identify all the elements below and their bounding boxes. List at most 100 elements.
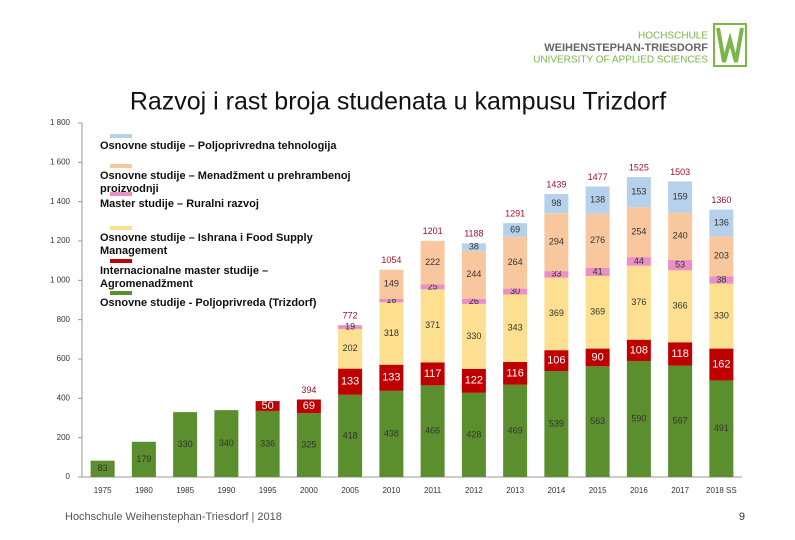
- bar-segment: [585, 213, 610, 268]
- bar-segment: [461, 298, 486, 304]
- data-label: 330: [466, 331, 481, 341]
- data-label: 69: [510, 224, 520, 234]
- data-label: 30: [510, 286, 520, 296]
- bar-segment: [296, 399, 321, 414]
- legend-swatch: [110, 226, 132, 230]
- bar-segment: [420, 362, 445, 386]
- data-label: 202: [343, 343, 358, 353]
- bar-segment: [626, 265, 651, 340]
- legend-entry: Internacionalne master studije – Agromen…: [100, 259, 360, 291]
- data-label: 25: [428, 281, 438, 291]
- logo-text: UNIVERSITY OF APPLIED SCIENCES: [533, 55, 708, 66]
- bar-segment: [296, 413, 321, 477]
- data-label: 336: [260, 438, 275, 448]
- data-label: 19: [345, 321, 355, 331]
- data-label: 90: [592, 351, 604, 363]
- data-label: 376: [631, 297, 646, 307]
- data-label: 428: [466, 429, 481, 439]
- x-tick-label: 1990: [217, 486, 235, 495]
- legend-label: Osnovne studije - Poljoprivreda (Trizdor…: [100, 297, 317, 309]
- y-tick-label: 1 200: [50, 236, 71, 245]
- bar-segment: [544, 193, 569, 214]
- data-label: 539: [549, 418, 564, 428]
- x-tick-label: 1985: [176, 486, 194, 495]
- data-label: 366: [673, 301, 688, 311]
- data-label: 153: [631, 187, 646, 197]
- data-label: 106: [547, 354, 565, 366]
- x-tick-label: 2018 SS: [706, 486, 737, 495]
- data-label: 133: [382, 372, 400, 384]
- total-label: 1188: [464, 229, 483, 239]
- legend-label: Osnovne studije – Menadžment u prehrambe…: [100, 170, 351, 195]
- bar-segment: [626, 339, 651, 361]
- y-tick-label: 1 800: [50, 118, 71, 127]
- data-label: 330: [714, 311, 729, 321]
- data-label: 466: [425, 426, 440, 436]
- data-label: 41: [593, 266, 603, 276]
- bar-segment: [585, 348, 610, 367]
- legend-label: Internacionalne master studije – Agromen…: [100, 265, 269, 290]
- bar-segment: [709, 283, 734, 349]
- data-label: 98: [551, 198, 561, 208]
- bar-segment: [503, 294, 528, 362]
- legend-entry: Master studije – Ruralni razvoj: [100, 192, 360, 211]
- bar-segment: [379, 364, 404, 391]
- total-label: 1477: [588, 172, 608, 182]
- data-label: 563: [590, 416, 605, 426]
- bar-segment: [626, 207, 651, 258]
- bar-segment: [668, 270, 693, 343]
- data-label: 53: [675, 259, 685, 269]
- legend-swatch: [110, 192, 132, 196]
- data-label: 203: [714, 251, 729, 261]
- data-label: 240: [673, 231, 688, 241]
- bar-segment: [255, 410, 280, 477]
- y-tick-label: 1 600: [50, 157, 71, 166]
- bar-segment: [709, 236, 734, 277]
- bar-segment: [338, 328, 363, 369]
- bar-segment: [461, 303, 486, 369]
- data-label: 438: [384, 428, 399, 438]
- data-label: 371: [425, 320, 440, 330]
- legend-swatch: [110, 134, 132, 138]
- bar-segment: [503, 361, 528, 385]
- x-tick-label: 2017: [671, 486, 689, 495]
- bar-segment: [709, 348, 734, 381]
- total-label: 394: [301, 385, 316, 395]
- data-label: 590: [631, 413, 646, 423]
- bar-segment: [503, 288, 528, 295]
- x-tick-label: 1980: [135, 486, 153, 495]
- bar-segment: [544, 271, 569, 278]
- data-label: 122: [465, 375, 483, 387]
- bar-segment: [461, 368, 486, 393]
- data-label: 567: [673, 416, 688, 426]
- x-tick-label: 1995: [259, 486, 277, 495]
- bar-segment: [544, 213, 569, 272]
- bar-segment: [503, 223, 528, 237]
- y-tick-label: 800: [57, 315, 71, 324]
- bar-segment: [379, 299, 404, 303]
- bar-segment: [379, 302, 404, 365]
- data-label: 294: [549, 237, 564, 247]
- data-label: 369: [590, 307, 605, 317]
- data-label: 330: [178, 439, 193, 449]
- data-label: 276: [590, 235, 605, 245]
- bar-segment: [173, 412, 198, 477]
- bar-segment: [709, 276, 734, 284]
- bar-segment: [626, 177, 651, 208]
- data-label: 369: [549, 308, 564, 318]
- chart-title: Razvoj i rast broja studenata u kampusu …: [130, 88, 666, 116]
- legend-entry: Osnovne studije – Poljoprivredna tehnolo…: [100, 134, 360, 153]
- bar-segment: [544, 370, 569, 477]
- bar-segment: [420, 385, 445, 477]
- y-tick-label: 1 000: [50, 275, 71, 284]
- total-label: 1439: [546, 179, 566, 189]
- legend-swatch: [110, 291, 132, 295]
- data-label: 26: [469, 296, 479, 306]
- legend-label: Master studije – Ruralni razvoj: [100, 198, 259, 210]
- bar-segment: [420, 289, 445, 363]
- x-tick-label: 2010: [382, 486, 400, 495]
- data-label: 343: [508, 323, 523, 333]
- bar-segment: [503, 384, 528, 477]
- data-label: 222: [425, 257, 440, 267]
